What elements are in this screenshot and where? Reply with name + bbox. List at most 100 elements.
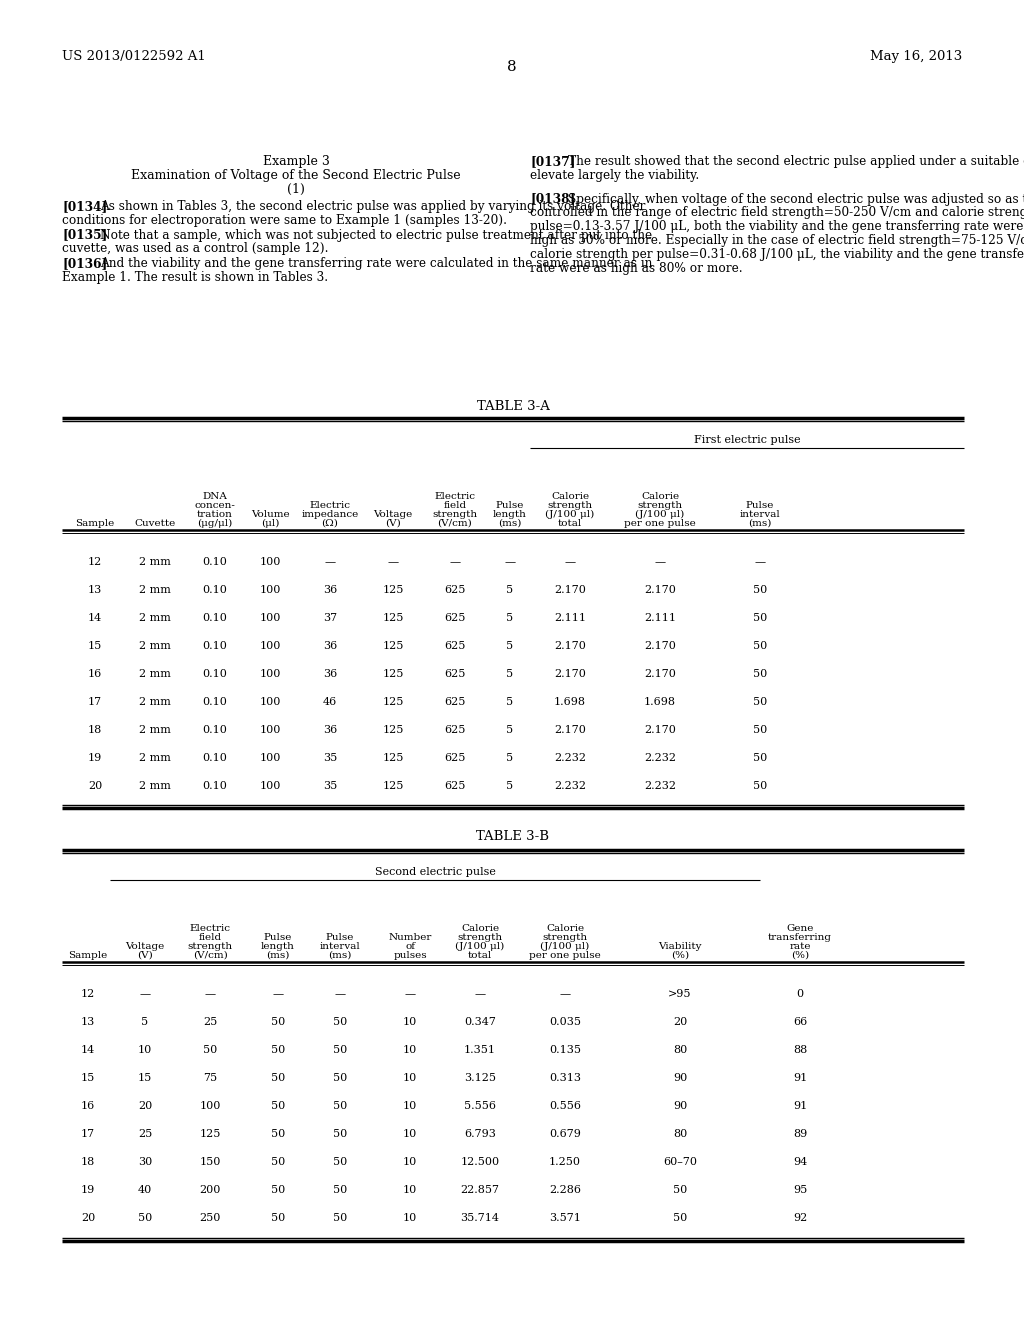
Text: interval: interval: [319, 942, 360, 950]
Text: Calorie: Calorie: [551, 492, 589, 502]
Text: 150: 150: [200, 1158, 221, 1167]
Text: 15: 15: [138, 1073, 153, 1082]
Text: 2.232: 2.232: [644, 752, 676, 763]
Text: 125: 125: [382, 752, 403, 763]
Text: —: —: [474, 989, 485, 999]
Text: 100: 100: [259, 725, 281, 735]
Text: —: —: [559, 989, 570, 999]
Text: —: —: [755, 557, 766, 568]
Text: 15: 15: [81, 1073, 95, 1082]
Text: 40: 40: [138, 1185, 153, 1195]
Text: 50: 50: [753, 697, 767, 708]
Text: (ms): (ms): [749, 519, 772, 528]
Text: strength: strength: [458, 933, 503, 942]
Text: 94: 94: [793, 1158, 807, 1167]
Text: 16: 16: [88, 669, 102, 678]
Text: (V): (V): [385, 519, 400, 528]
Text: 37: 37: [323, 612, 337, 623]
Text: 125: 125: [382, 612, 403, 623]
Text: 35.714: 35.714: [461, 1213, 500, 1224]
Text: 2.170: 2.170: [644, 585, 676, 595]
Text: 100: 100: [259, 642, 281, 651]
Text: elevate largely the viability.: elevate largely the viability.: [530, 169, 699, 182]
Text: 5: 5: [507, 642, 514, 651]
Text: 0.679: 0.679: [549, 1129, 581, 1139]
Text: 200: 200: [200, 1185, 221, 1195]
Text: 2 mm: 2 mm: [139, 669, 171, 678]
Text: 2 mm: 2 mm: [139, 557, 171, 568]
Text: strength: strength: [187, 942, 232, 950]
Text: [0138]: [0138]: [530, 193, 575, 206]
Text: 0.10: 0.10: [203, 781, 227, 791]
Text: 50: 50: [333, 1185, 347, 1195]
Text: length: length: [494, 510, 527, 519]
Text: 2 mm: 2 mm: [139, 752, 171, 763]
Text: strength: strength: [543, 933, 588, 942]
Text: 91: 91: [793, 1101, 807, 1111]
Text: (Ω): (Ω): [322, 519, 339, 528]
Text: 100: 100: [259, 697, 281, 708]
Text: 20: 20: [88, 781, 102, 791]
Text: 50: 50: [753, 669, 767, 678]
Text: strength: strength: [637, 502, 683, 510]
Text: 89: 89: [793, 1129, 807, 1139]
Text: 0.10: 0.10: [203, 725, 227, 735]
Text: 625: 625: [444, 781, 466, 791]
Text: 2.170: 2.170: [644, 725, 676, 735]
Text: (ms): (ms): [266, 950, 290, 960]
Text: 80: 80: [673, 1129, 687, 1139]
Text: 66: 66: [793, 1016, 807, 1027]
Text: 50: 50: [271, 1016, 285, 1027]
Text: 50: 50: [753, 725, 767, 735]
Text: And the viability and the gene transferring rate were calculated in the same man: And the viability and the gene transferr…: [100, 257, 652, 271]
Text: Pulse: Pulse: [326, 933, 354, 942]
Text: 50: 50: [333, 1213, 347, 1224]
Text: 35: 35: [323, 752, 337, 763]
Text: 50: 50: [271, 1045, 285, 1055]
Text: (J/100 μl): (J/100 μl): [635, 510, 685, 519]
Text: strength: strength: [548, 502, 593, 510]
Text: Pulse: Pulse: [264, 933, 292, 942]
Text: 20: 20: [81, 1213, 95, 1224]
Text: 2 mm: 2 mm: [139, 697, 171, 708]
Text: 75: 75: [203, 1073, 217, 1082]
Text: 50: 50: [753, 781, 767, 791]
Text: total: total: [468, 950, 493, 960]
Text: 50: 50: [753, 612, 767, 623]
Text: 10: 10: [138, 1045, 153, 1055]
Text: 16: 16: [81, 1101, 95, 1111]
Text: The result showed that the second electric pulse applied under a suitable condit: The result showed that the second electr…: [568, 154, 1024, 168]
Text: 5: 5: [507, 669, 514, 678]
Text: [0137]: [0137]: [530, 154, 575, 168]
Text: 19: 19: [88, 752, 102, 763]
Text: (J/100 μl): (J/100 μl): [546, 510, 595, 519]
Text: 2.170: 2.170: [554, 669, 586, 678]
Text: 15: 15: [88, 642, 102, 651]
Text: 0.10: 0.10: [203, 697, 227, 708]
Text: [0135]: [0135]: [62, 228, 108, 242]
Text: field: field: [443, 502, 467, 510]
Text: 50: 50: [333, 1129, 347, 1139]
Text: Example 3: Example 3: [262, 154, 330, 168]
Text: controlled in the range of electric field strength=50-250 V/cm and calorie stren: controlled in the range of electric fiel…: [530, 206, 1024, 219]
Text: 25: 25: [203, 1016, 217, 1027]
Text: Electric: Electric: [309, 502, 350, 510]
Text: 12.500: 12.500: [461, 1158, 500, 1167]
Text: 88: 88: [793, 1045, 807, 1055]
Text: 0.313: 0.313: [549, 1073, 581, 1082]
Text: 50: 50: [271, 1213, 285, 1224]
Text: 35: 35: [323, 781, 337, 791]
Text: 2 mm: 2 mm: [139, 585, 171, 595]
Text: 2.170: 2.170: [554, 642, 586, 651]
Text: —: —: [325, 557, 336, 568]
Text: rate were as high as 80% or more.: rate were as high as 80% or more.: [530, 261, 742, 275]
Text: 100: 100: [259, 669, 281, 678]
Text: (ms): (ms): [329, 950, 351, 960]
Text: (V/cm): (V/cm): [193, 950, 227, 960]
Text: Examination of Voltage of the Second Electric Pulse: Examination of Voltage of the Second Ele…: [131, 169, 461, 182]
Text: 625: 625: [444, 612, 466, 623]
Text: 12: 12: [88, 557, 102, 568]
Text: —: —: [654, 557, 666, 568]
Text: —: —: [564, 557, 575, 568]
Text: Voltage: Voltage: [374, 510, 413, 519]
